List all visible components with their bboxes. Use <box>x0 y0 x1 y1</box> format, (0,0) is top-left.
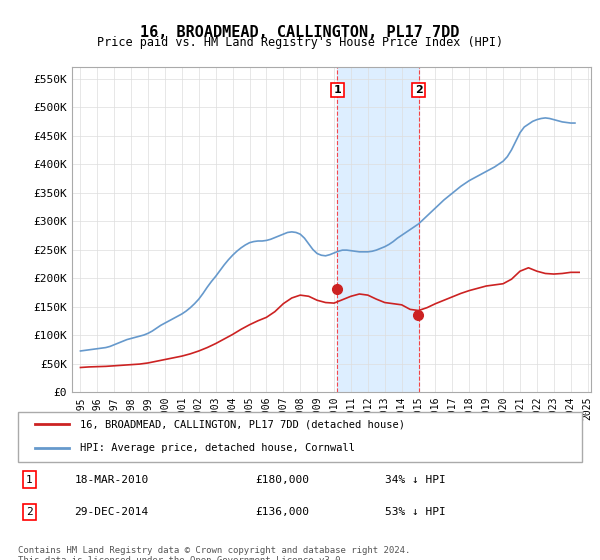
FancyBboxPatch shape <box>18 412 582 462</box>
Text: 2: 2 <box>26 507 32 517</box>
Text: 1: 1 <box>334 85 341 95</box>
Bar <box>337 67 419 392</box>
Text: 2: 2 <box>415 85 422 95</box>
Text: 34% ↓ HPI: 34% ↓ HPI <box>385 474 445 484</box>
Text: HPI: Average price, detached house, Cornwall: HPI: Average price, detached house, Corn… <box>80 443 355 453</box>
Text: £180,000: £180,000 <box>255 474 309 484</box>
Text: 16, BROADMEAD, CALLINGTON, PL17 7DD (detached house): 16, BROADMEAD, CALLINGTON, PL17 7DD (det… <box>80 419 405 429</box>
Text: £136,000: £136,000 <box>255 507 309 517</box>
Text: 1: 1 <box>26 474 32 484</box>
Text: Price paid vs. HM Land Registry's House Price Index (HPI): Price paid vs. HM Land Registry's House … <box>97 36 503 49</box>
Text: Contains HM Land Registry data © Crown copyright and database right 2024.
This d: Contains HM Land Registry data © Crown c… <box>18 546 410 560</box>
Text: 53% ↓ HPI: 53% ↓ HPI <box>385 507 445 517</box>
Text: 16, BROADMEAD, CALLINGTON, PL17 7DD: 16, BROADMEAD, CALLINGTON, PL17 7DD <box>140 25 460 40</box>
Text: 18-MAR-2010: 18-MAR-2010 <box>74 474 149 484</box>
Text: 29-DEC-2014: 29-DEC-2014 <box>74 507 149 517</box>
